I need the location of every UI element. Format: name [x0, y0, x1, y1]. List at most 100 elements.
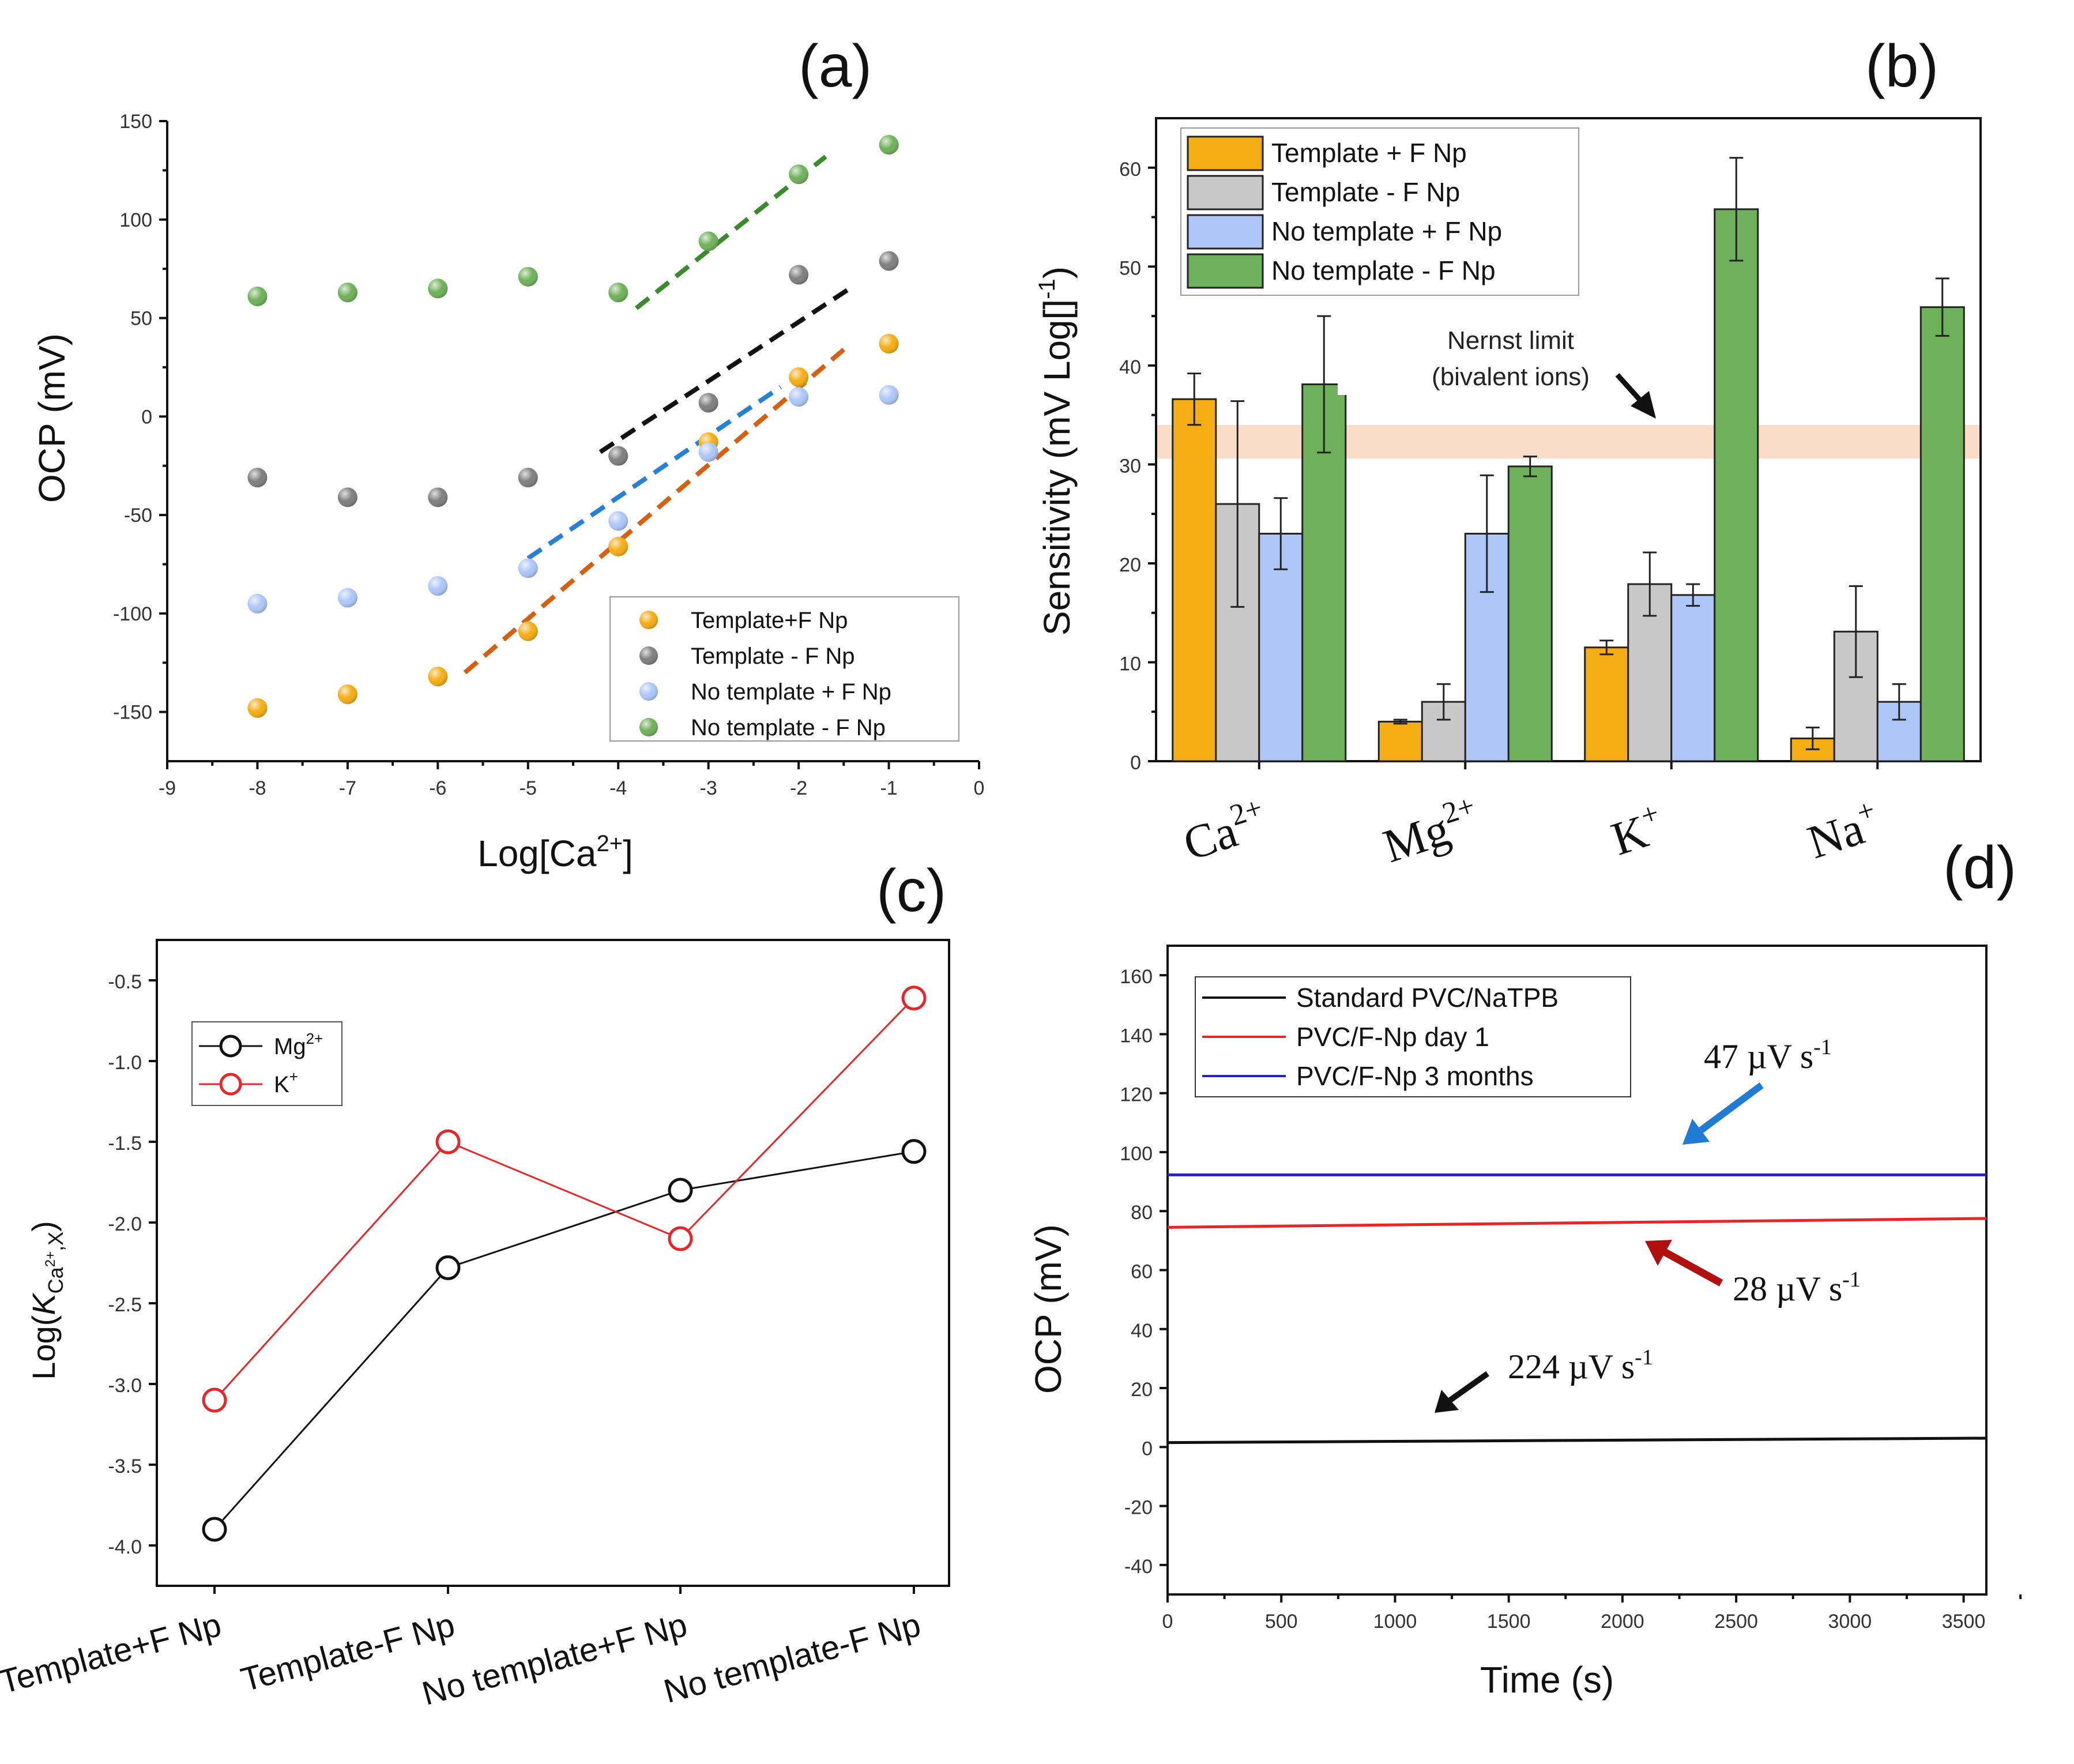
- panel-a-point-shade: [428, 576, 448, 596]
- panel-a-point-shade: [608, 446, 628, 466]
- panel-a-legend-marker-shade: [639, 718, 658, 736]
- panel-a-point-shade: [428, 487, 448, 507]
- panel-a-legend-marker-shade: [639, 682, 658, 701]
- panel-a-fit-line: [526, 385, 782, 561]
- panel-b-nernst-band: [1156, 424, 1981, 459]
- panel-d-legend: Standard PVC/NaTPB PVC/F-Np day 1 PVC/F-Np…: [1195, 976, 1631, 1097]
- panel-d-x-tick-label: 1500: [1487, 1611, 1531, 1633]
- panel-a-x-tick-label: -2: [790, 777, 807, 799]
- panel-a-point-shade: [698, 393, 718, 413]
- panel-b-frame: [1155, 117, 1982, 762]
- arrow-red: [1645, 1240, 1723, 1287]
- panel-a-x-axis-title: Log[Ca2+]: [477, 831, 633, 874]
- panel-a-point-shade: [789, 265, 809, 285]
- slope-annotation-47: 47 µV s-1: [1704, 1035, 1832, 1075]
- panel-a-axes: -9 -8 -7 -6 -5 -4 -3 -2 -1 0 -150 -100 -50 0 50 100 150: [113, 111, 985, 799]
- panel-b-label: (b): [1865, 33, 1939, 100]
- panel-a-point-shade: [608, 283, 628, 303]
- panel-c-lines: [202, 986, 927, 1542]
- panel-a-y-tick-label: 150: [119, 111, 152, 133]
- panel-a-x-tick-label: -7: [339, 777, 356, 799]
- panel-a-legend-marker-shade: [639, 611, 658, 629]
- arrow-black: [1435, 1371, 1489, 1413]
- panel-a-x-tick-label: -9: [159, 777, 176, 799]
- panel-a-point-shade: [337, 684, 357, 704]
- panel-d-legend-label: PVC/F-Np 3 months: [1296, 1061, 1534, 1091]
- panel-a-y-tick-label: 50: [130, 308, 152, 330]
- panel-c: (c) -4.0 -3.5 -3.0 -2.5 -2.0 -1.5 -1.0 -0.5 Tem…: [0, 857, 950, 1713]
- panel-a-y-axis-title: OCP (mV): [31, 333, 73, 503]
- panel-b-y-tick-label: 20: [1119, 554, 1141, 576]
- panel-b-bar: [1584, 646, 1629, 762]
- panel-a-fit-lines: [463, 155, 855, 675]
- panel-d-y-tick-label: 60: [1131, 1261, 1153, 1283]
- panel-b-category-labels: Ca2+ Mg2+ K+ Na+: [1176, 789, 1879, 873]
- panel-d-x-tick-label: 2000: [1601, 1611, 1644, 1633]
- panel-b-legend-label: No template + F Np: [1271, 216, 1502, 246]
- panel-c-y-tick-label: -2.0: [108, 1213, 142, 1235]
- panel-a-point-shade: [428, 279, 448, 299]
- panel-a-y-tick-label: -150: [113, 702, 152, 724]
- panel-c-category-label: Template+F Np: [0, 1606, 225, 1701]
- panel-a-point-shade: [518, 558, 538, 578]
- panel-b-legend-label: No template - F Np: [1271, 255, 1496, 285]
- panel-a-point-shade: [789, 367, 809, 387]
- panel-d-series-line: [1167, 1217, 1987, 1229]
- panel-b-legend: Template + F Np Template - F Np No templat…: [1180, 127, 1579, 296]
- panel-d-y-tick-label: 20: [1131, 1379, 1153, 1401]
- panel-c-point: [202, 1387, 227, 1413]
- panel-a-y-tick-label: 100: [119, 209, 152, 231]
- panel-a-legend-label: Template+F Np: [691, 608, 848, 633]
- panel-b-category-label: K+: [1604, 796, 1670, 866]
- panel-a-fit-line: [635, 155, 827, 310]
- panel-b-y-tick-label: 30: [1119, 455, 1141, 477]
- panel-c-legend-marker: [219, 1035, 242, 1058]
- panel-d-x-tick-label: 0: [1162, 1611, 1173, 1633]
- panel-c-point: [901, 986, 927, 1011]
- panel-a-point-shade: [518, 266, 538, 287]
- panel-d-axes: 0 500 1000 1500 2000 2500 3000 3500 -40 -20 0 20 40 6…: [1120, 945, 2022, 1633]
- panel-a-x-tick-label: -8: [249, 777, 266, 799]
- panel-b-category-label: Mg2+: [1376, 789, 1486, 873]
- panel-c-category-label: No template+F Np: [418, 1606, 691, 1713]
- panel-d-x-tick-label: 3000: [1828, 1611, 1872, 1633]
- panel-b-axes: 0 10 20 30 40 50 60: [1119, 117, 1982, 774]
- panel-b-y-tick-label: 40: [1119, 356, 1141, 378]
- panel-a-x-tick-label: -5: [520, 777, 537, 799]
- panel-d-y-tick-label: 40: [1131, 1320, 1153, 1342]
- panel-a-point-shade: [428, 667, 448, 687]
- panel-b-legend-swatch: [1187, 175, 1264, 210]
- panel-b-bar: [1714, 208, 1759, 762]
- panel-b-bar: [1172, 398, 1217, 762]
- panel-d-y-tick-label: 80: [1131, 1202, 1153, 1224]
- panel-a-point-shade: [247, 468, 268, 488]
- panel-d-y-tick-label: 100: [1120, 1143, 1153, 1165]
- panel-d-legend-label: PVC/F-Np day 1: [1296, 1022, 1489, 1052]
- panel-b-category-label: Ca2+: [1176, 791, 1274, 870]
- nernst-limit-label: Nernst limit: [1447, 326, 1574, 355]
- panel-c-y-tick-label: -1.0: [108, 1052, 142, 1074]
- panel-a-x-tick-label: -6: [429, 777, 446, 799]
- panel-c-point: [202, 1517, 227, 1542]
- panel-d-x-tick-label: 3500: [1942, 1611, 1986, 1633]
- panel-a-y-tick-label: -50: [124, 505, 152, 526]
- panel-b: (b) 0 10 20 30 40 50 60 Sensitivity (mV Log[]-…: [1034, 33, 1982, 873]
- panel-d-y-tick-label: -40: [1124, 1556, 1153, 1578]
- panel-a-legend-label: No template - F Np: [691, 715, 886, 740]
- panel-d-label: (d): [1943, 834, 2016, 901]
- panel-a-point-shade: [789, 387, 809, 407]
- panel-c-series-line: [213, 997, 915, 1401]
- panel-c-y-tick-label: -2.5: [108, 1294, 142, 1316]
- panel-c-y-tick-label: -3.5: [108, 1455, 142, 1477]
- panel-a-legend-marker-shade: [639, 646, 658, 665]
- panel-c-legend-marker: [219, 1073, 242, 1096]
- panel-c-y-tick-label: -1.5: [108, 1133, 142, 1154]
- panel-d-x-tick-label: 500: [1265, 1611, 1298, 1633]
- panel-c-y-axis-title: Log(KCa2+,X): [25, 1221, 67, 1380]
- panel-a-point-shade: [879, 333, 899, 353]
- panel-b-legend-swatch: [1187, 253, 1264, 289]
- panel-b-bar: [1377, 720, 1423, 762]
- panel-a-fit-line: [599, 284, 855, 454]
- panel-b-y-tick-label: 50: [1119, 257, 1141, 279]
